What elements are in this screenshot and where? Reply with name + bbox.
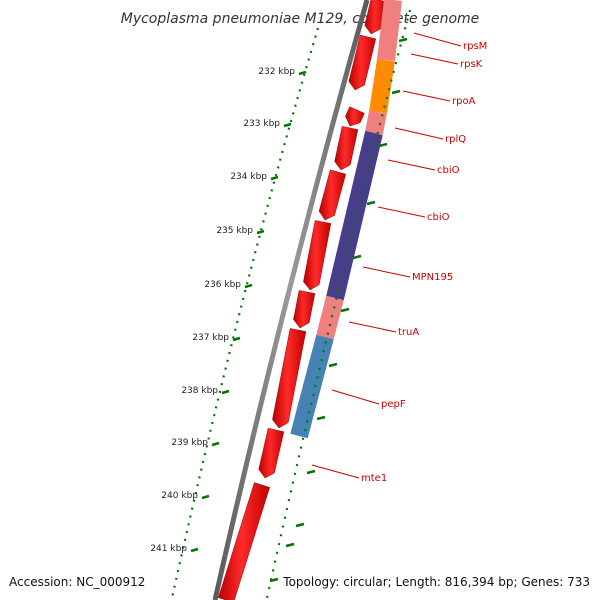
gene-leader-line (387, 159, 436, 171)
gene-leader-line (311, 464, 360, 479)
outer-tick-mark (283, 122, 292, 128)
gene-label: rpoA (452, 96, 476, 107)
map-title: Mycoplasma pneumoniae M129, complete gen… (121, 11, 480, 27)
inner-tick-mark (366, 200, 376, 206)
tick-label: 237 kbp (192, 333, 229, 343)
outer-ticks: 232 kbp 233 kbp 234 kbp 235 kbp 236 kbp 237 k… (150, 67, 307, 554)
cds-arrow (334, 126, 359, 171)
cds-arrow (293, 290, 316, 329)
outer-tick-mark (244, 283, 253, 289)
gene-leader-line (413, 32, 462, 47)
gene-leader-line (394, 127, 444, 140)
gene-label: truA (398, 327, 419, 338)
inner-tick-mark (340, 307, 350, 313)
gene-label: rpsK (460, 59, 483, 70)
tick-label: 233 kbp (243, 119, 280, 129)
tick-label: 239 kbp (171, 438, 208, 448)
outer-tick-mark (211, 441, 220, 447)
cds-arrow (218, 482, 270, 600)
gene-leader-line (410, 53, 459, 65)
gene-leader-line (348, 321, 397, 333)
gene-leader-line (362, 266, 411, 278)
gene-label: mte1 (361, 473, 387, 484)
cds-arrow (348, 34, 377, 91)
gene-leader-line (377, 206, 426, 218)
cds-arrow (303, 220, 332, 291)
genome-summary-text: Topology: circular; Length: 816,394 bp; … (282, 575, 590, 589)
outer-tick-mark (232, 336, 241, 342)
genome-backbone (212, 0, 370, 600)
inner-tick-mark (316, 415, 326, 421)
gene-label: MPN195 (412, 272, 453, 283)
gene-block (326, 130, 383, 301)
cds-arrow (258, 427, 285, 479)
inner-tick-mark (269, 577, 279, 583)
tick-label: 234 kbp (230, 172, 267, 182)
inner-tick-mark (352, 254, 362, 260)
inner-tick-mark (295, 522, 305, 528)
tick-label: 235 kbp (216, 226, 253, 236)
gene-label: rpsM (463, 41, 487, 52)
inner-tick-mark (378, 142, 388, 148)
tick-label: 232 kbp (258, 67, 295, 77)
inner-tick-mark (306, 469, 316, 475)
forward-strand-cds (218, 0, 388, 600)
inner-tick-mark (391, 89, 401, 95)
inner-tick-mark (328, 362, 338, 368)
cds-arrow (345, 106, 365, 127)
outer-tick-mark (256, 229, 265, 235)
cds-arrow (272, 328, 307, 429)
cds-arrow (318, 169, 347, 221)
tick-label: 238 kbp (181, 386, 218, 396)
gene-block (369, 58, 395, 114)
gene-leader-line (331, 389, 380, 405)
gene-block (365, 110, 387, 135)
outer-tick-mark (190, 547, 199, 553)
outer-tick-mark (221, 389, 230, 395)
gene-label: rplQ (445, 134, 466, 145)
outer-tick-mark (298, 70, 307, 76)
gene-labels: rpsM rpsK rpoA rplQ cbiO cbiO MPN195 truA pepF mt… (311, 32, 487, 484)
inner-ticks (269, 37, 408, 583)
inner-tick-mark (398, 37, 408, 43)
inner-tick-mark (285, 542, 295, 548)
gene-block (290, 334, 334, 439)
gene-label: cbiO (437, 165, 460, 176)
outer-tick-mark (270, 175, 279, 181)
tick-label: 240 kbp (161, 491, 198, 501)
inner-dotted-ring (265, 9, 412, 599)
reverse-strand-genes (290, 0, 402, 439)
gene-block (316, 295, 344, 340)
tick-label: 236 kbp (204, 280, 241, 290)
gene-label: pepF (381, 399, 406, 410)
gene-label: cbiO (427, 212, 450, 223)
gene-leader-line (402, 90, 451, 102)
accession-text: Accession: NC_000912 (9, 575, 145, 589)
tick-label: 241 kbp (150, 544, 187, 554)
gene-block (377, 0, 402, 62)
outer-tick-mark (201, 494, 210, 500)
